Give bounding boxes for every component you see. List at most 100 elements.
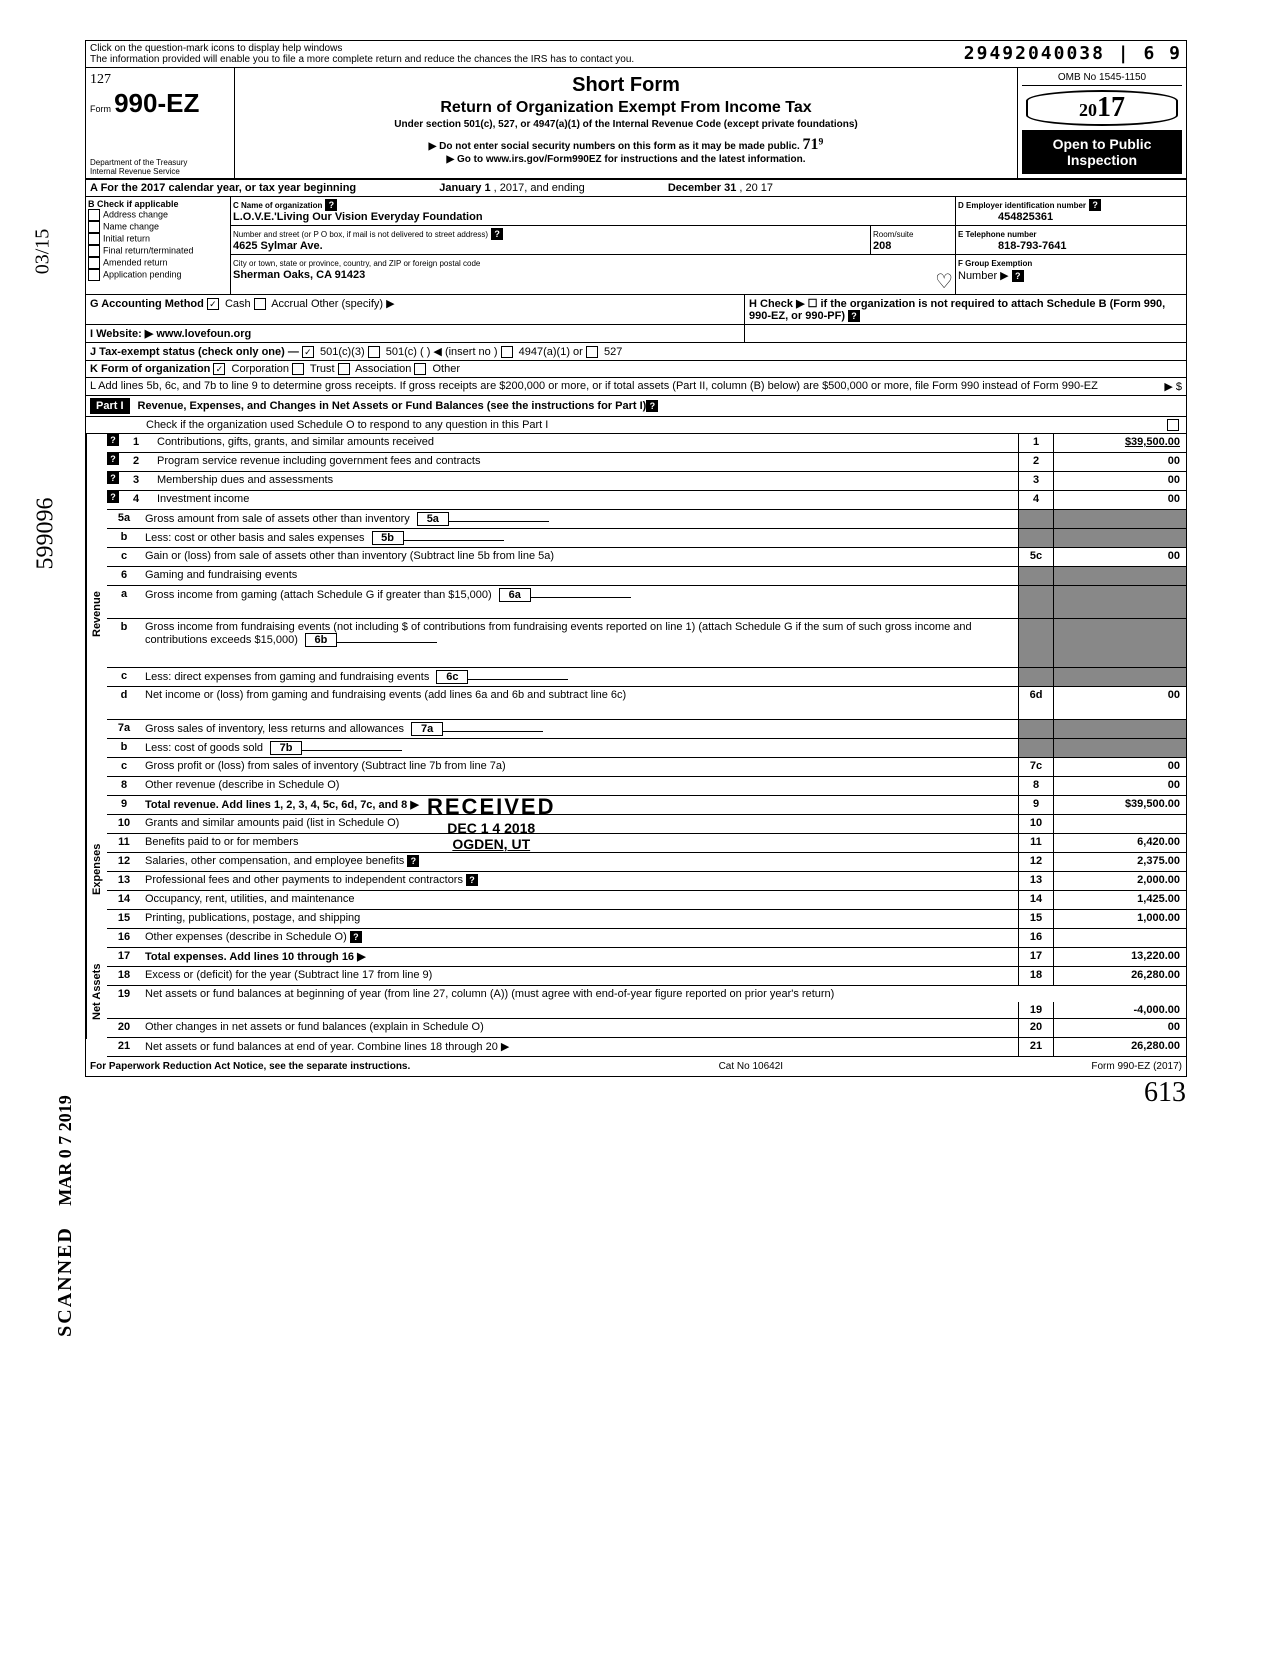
- line-6c-desc: Less: direct expenses from gaming and fu…: [145, 671, 429, 683]
- line-7b-num: b: [107, 739, 141, 757]
- expenses-label: Expenses: [86, 794, 107, 944]
- line-4-val: 00: [1054, 491, 1186, 509]
- line-6a-desc: Gross income from gaming (attach Schedul…: [145, 589, 492, 601]
- line-8-ref: 8: [1018, 777, 1054, 795]
- line-10-ref: 10: [1018, 815, 1054, 833]
- checkbox-other-org[interactable]: [414, 363, 426, 375]
- line-16-val: [1054, 929, 1186, 947]
- section-a-row: A For the 2017 calendar year, or tax yea…: [86, 180, 1186, 197]
- help-icon[interactable]: ?: [646, 400, 658, 412]
- right-header: OMB No 1545-1150 20201717 Open to Public…: [1017, 68, 1186, 178]
- line-2-ref: 2: [1018, 453, 1054, 471]
- checkbox-amended[interactable]: [88, 257, 100, 269]
- checkbox-4947[interactable]: [501, 346, 513, 358]
- stamp-number: 29492040038 | 6 9: [964, 43, 1182, 64]
- checkbox-accrual[interactable]: [254, 298, 266, 310]
- line-4-desc: Investment income: [153, 491, 1018, 509]
- line-11-num: 11: [107, 834, 141, 852]
- line-19-ref: 19: [1018, 1002, 1054, 1018]
- help-icon[interactable]: ?: [1012, 270, 1024, 282]
- help-icon[interactable]: ?: [325, 199, 337, 211]
- line-9-desc: Total revenue. Add lines 1, 2, 3, 4, 5c,…: [145, 799, 407, 811]
- line-21-desc: Net assets or fund balances at end of ye…: [145, 1041, 498, 1053]
- line-11-val: 6,420.00: [1054, 834, 1186, 852]
- help-icon[interactable]: ?: [107, 491, 119, 503]
- checkbox-trust[interactable]: [292, 363, 304, 375]
- line-2-desc: Program service revenue including govern…: [153, 453, 1018, 471]
- line-12-desc: Salaries, other compensation, and employ…: [145, 855, 404, 867]
- help-icon[interactable]: ?: [491, 228, 503, 240]
- form-footer: Form 990-EZ (2017): [1091, 1061, 1182, 1072]
- line-3-ref: 3: [1018, 472, 1054, 490]
- section-a-label: A For the 2017 calendar year, or tax yea…: [90, 182, 356, 194]
- checkbox-pending[interactable]: [88, 269, 100, 281]
- label-pending: Application pending: [103, 269, 182, 279]
- received-stamp: RECEIVED DEC 1 4 2018 OGDEN, UT: [427, 794, 555, 852]
- help-icon[interactable]: ?: [107, 472, 119, 484]
- org-info-block: B Check if applicable Address change Nam…: [86, 197, 1186, 295]
- cat-number: Cat No 10642I: [719, 1061, 784, 1072]
- checkbox-527[interactable]: [586, 346, 598, 358]
- line-6b-desc: Gross income from fundraising events (no…: [145, 621, 972, 646]
- help-icon[interactable]: ?: [848, 310, 860, 322]
- checkbox-schedule-o[interactable]: [1167, 419, 1179, 431]
- checkbox-501c[interactable]: [368, 346, 380, 358]
- part-1-title: Revenue, Expenses, and Changes in Net As…: [138, 400, 647, 412]
- line-8-desc: Other revenue (describe in Schedule O): [141, 777, 1018, 795]
- short-form-title: Short Form: [239, 74, 1013, 97]
- line-7b-desc: Less: cost of goods sold: [145, 742, 263, 754]
- margin-scanned: SCANNED: [54, 1226, 77, 1337]
- line-13-val: 2,000.00: [1054, 872, 1186, 890]
- checkbox-501c3[interactable]: [302, 346, 314, 358]
- line-12-val: 2,375.00: [1054, 853, 1186, 871]
- line-3-val: 00: [1054, 472, 1186, 490]
- help-icon[interactable]: ?: [107, 434, 119, 446]
- line-6d-ref: 6d: [1018, 687, 1054, 719]
- org-city: Sherman Oaks, CA 91423: [233, 269, 365, 281]
- checkbox-cash[interactable]: [207, 298, 219, 310]
- line-16-ref: 16: [1018, 929, 1054, 947]
- room-suite: 208: [873, 240, 891, 252]
- label-address-change: Address change: [103, 209, 168, 219]
- tax-year: 20201717: [1026, 90, 1178, 126]
- line-14-desc: Occupancy, rent, utilities, and maintena…: [141, 891, 1018, 909]
- line-20-desc: Other changes in net assets or fund bala…: [141, 1019, 1018, 1037]
- dept-treasury: Department of the Treasury: [90, 158, 187, 167]
- help-icon[interactable]: ?: [407, 855, 419, 867]
- line-15-desc: Printing, publications, postage, and shi…: [141, 910, 1018, 928]
- label-trust: Trust: [310, 363, 335, 375]
- line-18-ref: 18: [1018, 967, 1054, 985]
- help-icon[interactable]: ?: [107, 453, 119, 465]
- help-icon[interactable]: ?: [350, 931, 362, 943]
- section-g-label: G Accounting Method: [90, 298, 204, 310]
- line-6d-desc: Net income or (loss) from gaming and fun…: [141, 687, 1018, 719]
- line-5c-num: c: [107, 548, 141, 566]
- checkbox-address-change[interactable]: [88, 209, 100, 221]
- line-6c-sub: 6c: [436, 670, 468, 684]
- section-d-label: D Employer identification number: [958, 201, 1086, 210]
- checkbox-association[interactable]: [338, 363, 350, 375]
- label-initial-return: Initial return: [103, 233, 150, 243]
- help-icon[interactable]: ?: [1089, 199, 1101, 211]
- section-c: C Name of organization ? L.O.V.E.'Living…: [231, 197, 956, 294]
- line-6-desc: Gaming and fundraising events: [141, 567, 1018, 585]
- checkbox-final-return[interactable]: [88, 245, 100, 257]
- label-corporation: Corporation: [232, 363, 289, 375]
- checkbox-initial-return[interactable]: [88, 233, 100, 245]
- line-15-num: 15: [107, 910, 141, 928]
- line-4-num: 4: [119, 491, 153, 509]
- checkbox-corporation[interactable]: [213, 363, 225, 375]
- line-5a-num: 5a: [107, 510, 141, 528]
- line-16-num: 16: [107, 929, 141, 947]
- label-other-org: Other: [432, 363, 460, 375]
- line-10-desc: Grants and similar amounts paid (list in…: [141, 815, 1018, 833]
- checkbox-name-change[interactable]: [88, 221, 100, 233]
- line-6d-val: 00: [1054, 687, 1186, 719]
- help-icon[interactable]: ?: [466, 874, 478, 886]
- line-7c-ref: 7c: [1018, 758, 1054, 776]
- label-527: 527: [604, 346, 622, 358]
- line-6a-num: a: [107, 586, 141, 618]
- line-1-val: $39,500.00: [1054, 434, 1186, 452]
- ssn-note: ▶ Do not enter social security numbers o…: [429, 141, 800, 152]
- line-4-ref: 4: [1018, 491, 1054, 509]
